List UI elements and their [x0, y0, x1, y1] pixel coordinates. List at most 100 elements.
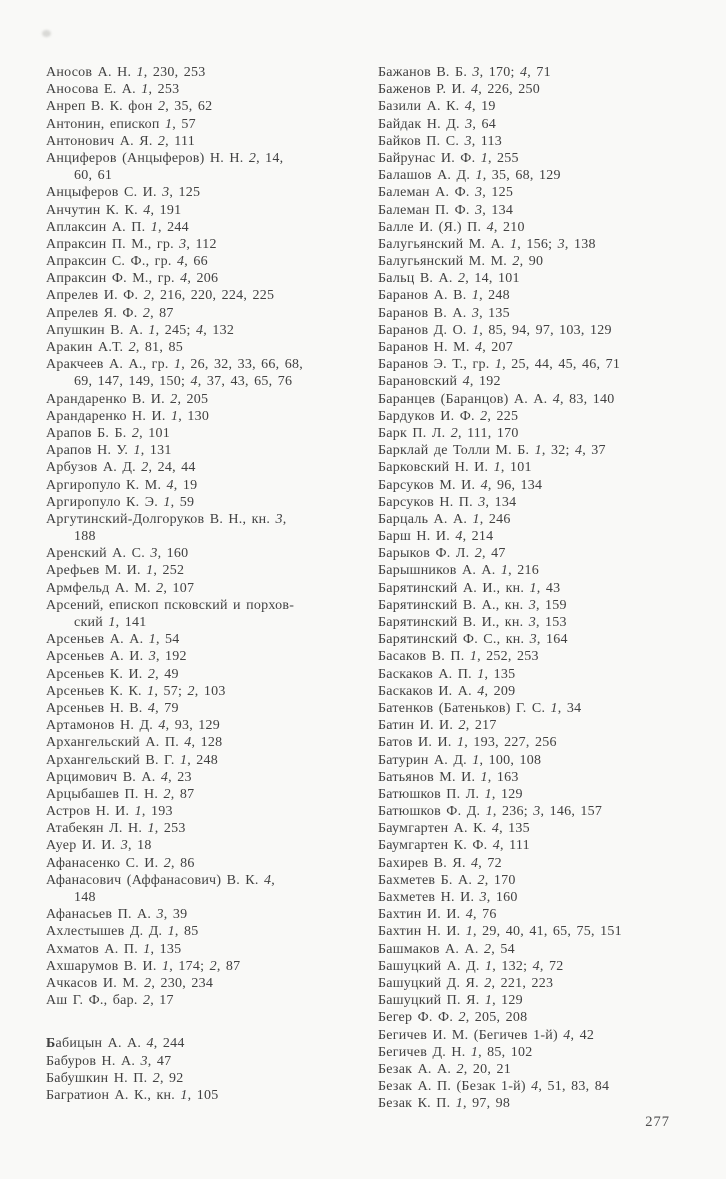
index-entry: Анчутин К. К. 4, 191 — [46, 202, 182, 218]
index-entry: Барцаль А. А. 1, 246 — [378, 511, 511, 527]
index-entry: Аренский А. С. 3, 160 — [46, 546, 189, 562]
index-entry: Арцыбашев П. Н. 2, 87 — [46, 786, 195, 802]
index-entry: Батин И. И. 2, 217 — [378, 718, 497, 734]
index-entry: Барятинский В. А., кн. 3, 159 — [378, 597, 567, 613]
index-entry: Барклай де Толли М. Б. 1, 32; 4, 37 — [378, 443, 606, 459]
index-entry: Бахметев Б. А. 2, 170 — [378, 872, 516, 888]
index-entry: Барятинский А. И., кн. 1, 43 — [378, 580, 561, 596]
index-entry: Ахматов А. П. 1, 135 — [46, 941, 182, 957]
index-entry: Анциферов (Анцыферов) Н. Н. 2, 14, — [46, 150, 284, 166]
index-entry: Байдак Н. Д. 3, 64 — [378, 116, 496, 132]
index-entry: Архангельский А. П. 4, 128 — [46, 735, 223, 751]
index-entry: Аш Г. Ф., бар. 2, 17 — [46, 993, 174, 1009]
index-entry: Аносов А. Н. 1, 230, 253 — [46, 65, 206, 80]
index-entry: Бардуков И. Ф. 2, 225 — [378, 408, 519, 424]
index-entry: Афанасович (Аффанасович) В. К. 4, — [46, 872, 275, 888]
index-entry: Барсуков М. И. 4, 96, 134 — [378, 477, 543, 493]
index-entry: Барковский Н. И. 1, 101 — [378, 460, 532, 476]
index-entry: Бажанов В. Б. 3, 170; 4, 71 — [378, 65, 551, 80]
index-entry: Арсеньев А. А. 1, 54 — [46, 632, 180, 648]
index-entry: Афанасьев П. А. 3, 39 — [46, 907, 188, 923]
index-entry: Бегичев Д. Н. 1, 85, 102 — [378, 1044, 533, 1060]
index-entry: Афанасенко С. И. 2, 86 — [46, 855, 195, 871]
index-entry: Арсеньев К. И. 2, 49 — [46, 666, 179, 682]
index-entry: Аргутинский-Долгоруков В. Н., кн. 3, — [46, 511, 287, 527]
index-entry: Арсеньев Н. В. 4, 79 — [46, 700, 179, 716]
index-entry: Батурин А. Д. 1, 100, 108 — [378, 752, 542, 768]
index-entry: Барш Н. И. 4, 214 — [378, 529, 494, 545]
index-entry: Башуцкий А. Д. 1, 132; 4, 72 — [378, 958, 564, 974]
index-entry: Башуцкий П. Я. 1, 129 — [378, 993, 523, 1009]
index-entry: Барк П. Л. 2, 111, 170 — [378, 425, 519, 441]
index-entry: Барыков Ф. Л. 2, 47 — [378, 546, 506, 562]
index-entry: Барсуков Н. П. 3, 134 — [378, 494, 517, 510]
index-entry: Армфельд А. М. 2, 107 — [46, 580, 195, 596]
index-entry: Баумгартен К. Ф. 4, 111 — [378, 838, 530, 854]
index-entry: Апушкин В. А. 1, 245; 4, 132 — [46, 322, 235, 338]
index-entry: Башуцкий Д. Я. 2, 221, 223 — [378, 975, 554, 991]
index-entry: Баранцев (Баранцов) А. А. 4, 83, 140 — [378, 391, 615, 407]
index-entry: Апраксин П. М., гр. 3, 112 — [46, 236, 217, 252]
index-entry: Бегичев И. М. (Бегичев 1-й) 4, 42 — [378, 1027, 595, 1043]
index-entry: Бабицын А. А. 4, 244 — [46, 1036, 185, 1052]
index-entry: Арапов Б. Б. 2, 101 — [46, 425, 170, 441]
index-entry-continuation: ский 1, 141 — [74, 615, 147, 630]
index-entry: Балеман А. Ф. 3, 125 — [378, 185, 514, 201]
index-entry: Аплаксин А. П. 1, 244 — [46, 219, 189, 235]
index-entry: Багратион А. К., кн. 1, 105 — [46, 1087, 219, 1103]
index-entry: Анцыферов С. И. 3, 125 — [46, 185, 201, 201]
index-entry: Артамонов Н. Д. 4, 93, 129 — [46, 718, 221, 734]
index-entry: Барятинский Ф. С., кн. 3, 164 — [378, 632, 568, 648]
index-entry: Апрелев Я. Ф. 2, 87 — [46, 305, 174, 321]
index-entry: Батюшков Ф. Д. 1, 236; 3, 146, 157 — [378, 804, 603, 820]
index-column-left: Аносов А. Н. 1, 230, 253 Аносова Е. А. 1,… — [46, 64, 362, 1112]
index-column-right: Бажанов В. Б. 3, 170; 4, 71 Баженов Р. И.… — [378, 64, 708, 1112]
index-entry: Аносова Е. А. 1, 253 — [46, 82, 180, 98]
index-entry: Балеман П. Ф. 3, 134 — [378, 202, 514, 218]
index-entry: Арандаренко Н. И. 1, 130 — [46, 408, 210, 424]
index-entry: Антонович А. Я. 2, 111 — [46, 133, 195, 149]
index-entry: Аракчеев А. А., гр. 1, 26, 32, 33, 66, 6… — [46, 357, 304, 373]
index-entry: Безак А. А. 2, 20, 21 — [378, 1061, 511, 1077]
index-entry: Аракин А.Т. 2, 81, 85 — [46, 340, 184, 355]
index-entry: Балугьянский М. М. 2, 90 — [378, 254, 544, 270]
index-entry: Анреп В. К. фон 2, 35, 62 — [46, 99, 213, 115]
index-entry: Батюшков П. Л. 1, 129 — [378, 786, 523, 802]
index-entry: Барятинский В. И., кн. 3, 153 — [378, 615, 567, 630]
index-entry: Ахшарумов В. И. 1, 174; 2, 87 — [46, 958, 241, 974]
index-entry: Арандаренко В. И. 2, 205 — [46, 391, 209, 407]
index-entry: Баранов Н. М. 4, 207 — [378, 340, 514, 355]
index-entry-continuation: 148 — [74, 890, 96, 905]
index-entry-continuation: 69, 147, 149, 150; 4, 37, 43, 65, 76 — [74, 374, 293, 390]
index-entry: Базили А. К. 4, 19 — [378, 99, 496, 115]
index-entry: Бахирев В. Я. 4, 72 — [378, 855, 502, 871]
index-entry: Батенков (Батеньков) Г. С. 1, 34 — [378, 700, 582, 716]
index-entry: Батов И. И. 1, 193, 227, 256 — [378, 735, 557, 751]
index-entry: Атабекян Л. Н. 1, 253 — [46, 821, 186, 837]
index-entry: Балле И. (Я.) П. 4, 210 — [378, 219, 525, 235]
scan-smudge — [42, 30, 51, 37]
index-entry: Баранов А. В. 1, 248 — [378, 288, 510, 304]
index-entry: Ауер И. И. 3, 18 — [46, 838, 152, 854]
index-columns: Аносов А. Н. 1, 230, 253 Аносова Е. А. 1,… — [46, 64, 708, 1112]
index-entry: Архангельский В. Г. 1, 248 — [46, 752, 219, 768]
index-entry: Арсеньев А. И. 3, 192 — [46, 649, 187, 665]
index-entry-continuation: 60, 61 — [74, 168, 113, 184]
index-entry: Баскаков И. А. 4, 209 — [378, 683, 516, 699]
index-entry: Балашов А. Д. 1, 35, 68, 129 — [378, 168, 561, 184]
index-entry: Башмаков А. А. 2, 54 — [378, 941, 515, 957]
index-entry: Бахметев Н. И. 3, 160 — [378, 890, 518, 905]
index-entry: Баженов Р. И. 4, 226, 250 — [378, 82, 540, 98]
index-entry: Бегер Ф. Ф. 2, 205, 208 — [378, 1010, 528, 1026]
index-entry: Апраксин С. Ф., гр. 4, 66 — [46, 254, 208, 270]
index-entry: Арсений, епископ псковский и порхов- — [46, 597, 295, 613]
index-entry: Баранов Э. Т., гр. 1, 25, 44, 45, 46, 71 — [378, 357, 621, 373]
index-entry: Бахтин Н. И. 1, 29, 40, 41, 65, 75, 151 — [378, 924, 622, 940]
page-number: 277 — [645, 1114, 670, 1130]
index-entry: Ачкасов И. М. 2, 230, 234 — [46, 975, 214, 991]
section-gap — [46, 1009, 362, 1035]
index-entry: Бабуров Н. А. 3, 47 — [46, 1053, 172, 1069]
index-entry: Бальц В. А. 2, 14, 101 — [378, 271, 520, 287]
index-entry: Аргиропуло К. Э. 1, 59 — [46, 494, 195, 510]
